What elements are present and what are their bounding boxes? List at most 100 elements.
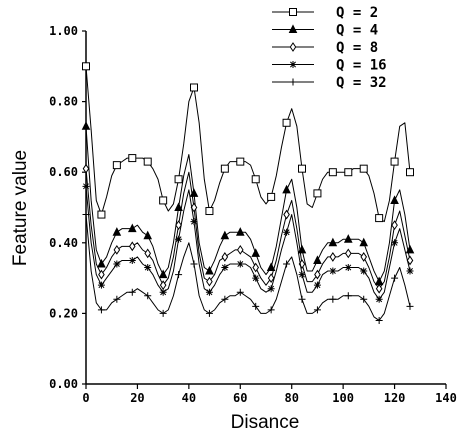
data-point	[375, 316, 383, 324]
series-line	[85, 66, 411, 223]
data-point	[236, 157, 245, 166]
y-ticks: 0.00 0.20 0.40 0.60 0.80 1.00	[49, 24, 86, 391]
data-point	[190, 202, 198, 213]
data-point	[360, 252, 368, 262]
data-point	[143, 230, 153, 240]
legend-item: Q = 8	[272, 40, 378, 56]
legend-marker	[289, 78, 297, 86]
series-line	[85, 168, 411, 290]
data-point	[128, 241, 136, 252]
legend: Q = 2 Q = 4Q = 8 Q = 16Q = 32	[272, 5, 387, 91]
data-point	[113, 295, 121, 303]
data-point	[266, 262, 276, 272]
data-point	[267, 285, 275, 293]
data-point	[298, 164, 306, 173]
data-point	[313, 306, 321, 314]
data-point	[329, 252, 337, 262]
y-tick-label: 0.40	[49, 236, 78, 250]
data-point	[406, 255, 414, 266]
data-point	[175, 271, 183, 279]
series-square	[82, 62, 414, 223]
x-tick-label: 80	[284, 391, 298, 405]
data-point	[174, 175, 183, 184]
data-point	[113, 244, 121, 255]
data-point	[82, 62, 90, 71]
legend-marker	[289, 61, 297, 68]
series-line	[85, 214, 411, 321]
data-point	[97, 306, 105, 314]
data-point	[128, 288, 136, 296]
data-point	[390, 195, 399, 204]
legend-marker	[289, 42, 297, 52]
data-point	[313, 255, 322, 264]
data-point	[375, 283, 383, 294]
legend-label: Q = 8	[336, 40, 378, 56]
legend-marker	[289, 8, 297, 16]
data-point	[406, 302, 414, 310]
data-point	[175, 235, 183, 243]
data-point	[313, 189, 322, 198]
data-point	[113, 260, 121, 268]
data-point	[360, 267, 368, 275]
data-point	[267, 273, 275, 283]
data-point	[112, 227, 122, 236]
data-point	[236, 288, 244, 296]
data-point	[391, 239, 399, 247]
data-point	[283, 209, 290, 220]
data-point	[252, 262, 260, 273]
data-point	[82, 211, 90, 219]
data-point	[344, 264, 352, 272]
series-line	[85, 186, 411, 300]
data-point	[112, 161, 121, 170]
data-point	[143, 157, 152, 166]
data-point	[235, 227, 245, 236]
data-point	[159, 309, 167, 317]
data-point	[174, 202, 183, 211]
legend-item: Q = 16	[272, 58, 387, 74]
series-line	[85, 126, 411, 283]
data-point	[220, 230, 230, 240]
x-tick-label: 20	[130, 391, 144, 405]
data-point	[97, 281, 105, 289]
series-layer	[81, 62, 415, 324]
data-point	[81, 121, 91, 130]
data-point	[391, 220, 398, 231]
x-tick-label: 100	[332, 391, 354, 405]
data-point	[190, 218, 198, 226]
data-point	[82, 163, 90, 174]
data-point	[344, 248, 352, 259]
series-triangle	[81, 121, 415, 286]
data-point	[236, 260, 244, 268]
data-point	[97, 210, 106, 219]
data-point	[313, 281, 321, 289]
x-tick-label: 140	[435, 391, 457, 405]
legend-item: Q = 32	[272, 75, 387, 91]
data-point	[144, 292, 152, 300]
data-point	[298, 271, 306, 279]
data-point	[314, 269, 321, 280]
x-tick-label: 60	[233, 391, 247, 405]
data-point	[236, 244, 244, 255]
data-point	[329, 295, 337, 303]
data-point	[252, 274, 260, 282]
data-point	[344, 292, 352, 300]
data-point	[375, 214, 384, 223]
data-point	[374, 276, 384, 286]
data-point	[252, 302, 260, 310]
data-point	[159, 196, 168, 205]
data-point	[221, 252, 229, 262]
data-point	[175, 220, 182, 231]
data-point	[221, 295, 229, 303]
data-point	[375, 295, 383, 303]
x-tick-label: 0	[82, 391, 89, 405]
data-point	[205, 309, 213, 317]
x-axis-title: Disance	[231, 412, 300, 433]
data-point	[128, 154, 137, 163]
data-point	[144, 248, 152, 259]
data-point	[391, 274, 399, 282]
data-point	[329, 267, 337, 275]
data-point	[251, 248, 261, 257]
data-point	[98, 269, 105, 280]
data-point	[205, 207, 214, 216]
data-point	[360, 295, 368, 303]
